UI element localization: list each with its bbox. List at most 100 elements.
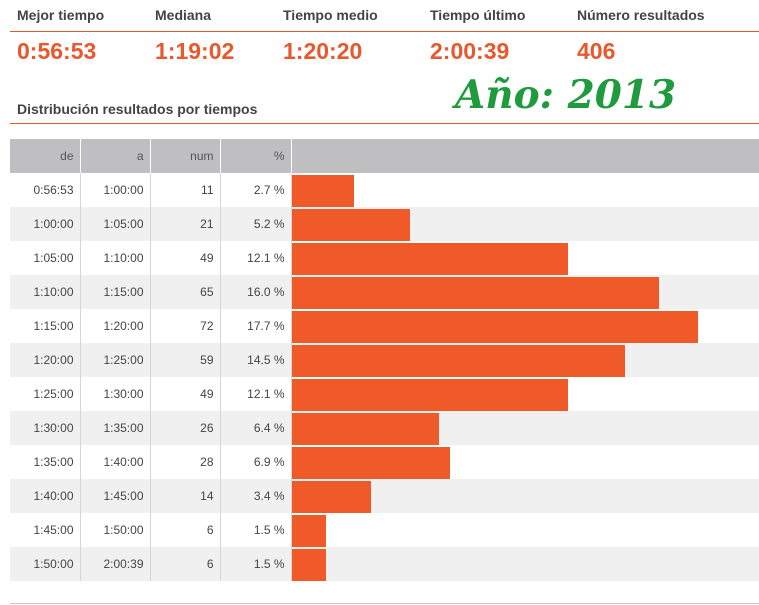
bar-cell: [291, 173, 759, 207]
cell-num: 59: [150, 343, 221, 377]
cell-num: 26: [150, 411, 221, 445]
cell-a: 1:45:00: [80, 479, 151, 513]
table-row: 1:10:00 1:15:00 65 16.0 %: [10, 275, 759, 309]
cell-a: 1:00:00: [80, 173, 151, 207]
cell-pct: 12.1 %: [220, 241, 292, 275]
cell-num: 6: [150, 513, 221, 547]
table-row: 1:20:00 1:25:00 59 14.5 %: [10, 343, 759, 377]
histogram-bar: [291, 311, 698, 343]
section-title: Distribución resultados por tiempos: [17, 101, 258, 117]
bar-cell: [291, 411, 759, 445]
cell-pct: 2.7 %: [220, 173, 292, 207]
table-row: 1:50:00 2:00:39 6 1.5 %: [10, 547, 759, 581]
header-a[interactable]: a: [80, 139, 151, 173]
cell-num: 72: [150, 309, 221, 343]
cell-a: 1:05:00: [80, 207, 151, 241]
cell-num: 11: [150, 173, 221, 207]
cell-num: 6: [150, 547, 221, 581]
cell-pct: 6.9 %: [220, 445, 292, 479]
cell-pct: 3.4 %: [220, 479, 292, 513]
table-row: 1:00:00 1:05:00 21 5.2 %: [10, 207, 759, 241]
cell-pct: 5.2 %: [220, 207, 292, 241]
bar-cell: [291, 309, 759, 343]
cell-a: 1:40:00: [80, 445, 151, 479]
histogram-bar: [291, 413, 439, 445]
cell-num: 28: [150, 445, 221, 479]
bar-cell: [291, 207, 759, 241]
cell-a: 2:00:39: [80, 547, 151, 581]
year-label: Año: 2013: [455, 72, 677, 118]
bottom-divider: [10, 603, 759, 604]
cell-num: 65: [150, 275, 221, 309]
histogram-bar: [291, 549, 326, 581]
bar-cell: [291, 241, 759, 275]
table-row: 1:35:00 1:40:00 28 6.9 %: [10, 445, 759, 479]
cell-pct: 1.5 %: [220, 513, 292, 547]
table-header-row: de a num %: [10, 139, 759, 173]
header-num[interactable]: num: [150, 139, 221, 173]
bar-cell: [291, 479, 759, 513]
stats-divider: [10, 31, 759, 32]
histogram-bar: [291, 379, 568, 411]
cell-de: 1:20:00: [10, 343, 81, 377]
histogram-bar: [291, 277, 659, 309]
stat-label: Número resultados: [577, 7, 705, 23]
table-row: 1:15:00 1:20:00 72 17.7 %: [10, 309, 759, 343]
stat-value: 0:56:53: [17, 38, 97, 64]
cell-a: 1:25:00: [80, 343, 151, 377]
stat-label: Tiempo medio: [283, 7, 378, 23]
cell-de: 0:56:53: [10, 173, 81, 207]
cell-pct: 1.5 %: [220, 547, 292, 581]
cell-pct: 6.4 %: [220, 411, 292, 445]
table-row: 0:56:53 1:00:00 11 2.7 %: [10, 173, 759, 207]
table-row: 1:45:00 1:50:00 6 1.5 %: [10, 513, 759, 547]
stat-value: 2:00:39: [430, 38, 510, 64]
stats-header: Mejor tiempo 0:56:53 Mediana 1:19:02 Tiempo …: [0, 0, 759, 70]
histogram-bar: [291, 481, 371, 513]
histogram-bar: [291, 243, 568, 275]
cell-pct: 17.7 %: [220, 309, 292, 343]
table-row: 1:30:00 1:35:00 26 6.4 %: [10, 411, 759, 445]
cell-de: 1:40:00: [10, 479, 81, 513]
cell-a: 1:20:00: [80, 309, 151, 343]
histogram-bar: [291, 345, 625, 377]
cell-de: 1:45:00: [10, 513, 81, 547]
cell-a: 1:50:00: [80, 513, 151, 547]
cell-a: 1:35:00: [80, 411, 151, 445]
cell-pct: 14.5 %: [220, 343, 292, 377]
histogram-bar: [291, 209, 410, 241]
bar-cell: [291, 547, 759, 581]
bar-cell: [291, 343, 759, 377]
header-de[interactable]: de: [10, 139, 81, 173]
histogram-bar: [291, 515, 326, 547]
stat-value: 1:19:02: [155, 38, 235, 64]
cell-de: 1:30:00: [10, 411, 81, 445]
header-bar: [291, 139, 759, 173]
cell-a: 1:10:00: [80, 241, 151, 275]
cell-de: 1:05:00: [10, 241, 81, 275]
cell-de: 1:00:00: [10, 207, 81, 241]
section-divider: [10, 123, 759, 124]
cell-num: 21: [150, 207, 221, 241]
header-pct[interactable]: %: [220, 139, 292, 173]
cell-de: 1:15:00: [10, 309, 81, 343]
bar-cell: [291, 275, 759, 309]
cell-de: 1:35:00: [10, 445, 81, 479]
distribution-table: de a num % 0:56:53 1:00:00 11 2.7 % 1:00:00 1…: [10, 139, 759, 581]
bar-cell: [291, 445, 759, 479]
stat-label: Tiempo último: [430, 7, 526, 23]
stat-label: Mejor tiempo: [17, 7, 105, 23]
cell-pct: 16.0 %: [220, 275, 292, 309]
cell-pct: 12.1 %: [220, 377, 292, 411]
stat-value: 406: [577, 38, 616, 64]
table-row: 1:05:00 1:10:00 49 12.1 %: [10, 241, 759, 275]
histogram-bar: [291, 175, 354, 207]
bar-cell: [291, 513, 759, 547]
histogram-bar: [291, 447, 450, 479]
cell-num: 49: [150, 241, 221, 275]
cell-de: 1:25:00: [10, 377, 81, 411]
bar-cell: [291, 377, 759, 411]
cell-a: 1:15:00: [80, 275, 151, 309]
cell-num: 14: [150, 479, 221, 513]
stat-label: Mediana: [155, 7, 212, 23]
